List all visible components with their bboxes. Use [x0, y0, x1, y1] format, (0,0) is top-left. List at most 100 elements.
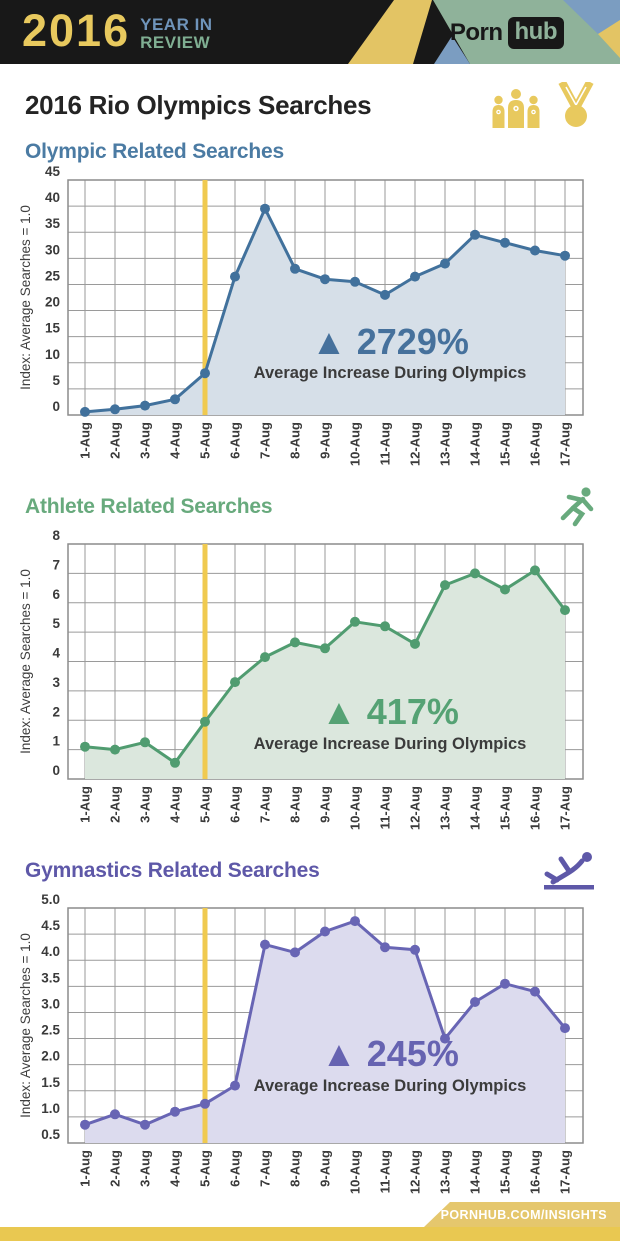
svg-text:Index: Average Searches = 1.0: Index: Average Searches = 1.0: [18, 933, 33, 1118]
page-title-row: 2016 Rio Olympics Searches: [25, 82, 598, 128]
svg-text:12-Aug: 12-Aug: [408, 786, 423, 830]
svg-text:45: 45: [45, 166, 61, 179]
svg-text:40: 40: [45, 190, 60, 205]
olympic-title-icons: [490, 82, 598, 128]
svg-text:10-Aug: 10-Aug: [348, 422, 363, 466]
svg-text:1-Aug: 1-Aug: [78, 786, 93, 823]
svg-text:15: 15: [45, 321, 61, 336]
page-title: 2016 Rio Olympics Searches: [25, 89, 372, 120]
svg-text:11-Aug: 11-Aug: [378, 422, 393, 465]
svg-text:12-Aug: 12-Aug: [408, 1150, 423, 1194]
brand-year: 2016: [22, 5, 131, 56]
svg-text:17-Aug: 17-Aug: [558, 1150, 573, 1194]
svg-text:13-Aug: 13-Aug: [438, 786, 453, 830]
section-head-gymnastics: Gymnastics Related Searches: [25, 850, 596, 892]
svg-text:10-Aug: 10-Aug: [348, 786, 363, 830]
svg-text:9-Aug: 9-Aug: [318, 786, 333, 823]
section-head-athlete: Athlete Related Searches: [25, 486, 596, 528]
svg-text:▲ 2729%: ▲ 2729%: [311, 321, 469, 362]
svg-text:8: 8: [52, 530, 60, 543]
svg-text:15-Aug: 15-Aug: [498, 786, 513, 830]
svg-text:5-Aug: 5-Aug: [198, 1150, 213, 1187]
svg-text:7-Aug: 7-Aug: [258, 422, 273, 459]
section-title-olympic: Olympic Related Searches: [25, 140, 284, 163]
svg-text:8-Aug: 8-Aug: [288, 786, 303, 823]
runner-icon: [560, 487, 594, 527]
logo-text-hub: hub: [507, 17, 564, 49]
svg-text:11-Aug: 11-Aug: [378, 1150, 393, 1193]
svg-text:4-Aug: 4-Aug: [168, 786, 183, 823]
svg-text:30: 30: [45, 242, 60, 257]
svg-text:4.5: 4.5: [41, 918, 60, 933]
svg-text:0.5: 0.5: [41, 1127, 60, 1142]
svg-text:2-Aug: 2-Aug: [108, 786, 123, 823]
chart-section-gymnastics: Gymnastics Related Searches ▲ 245% Averag…: [0, 850, 620, 1202]
svg-text:16-Aug: 16-Aug: [528, 1150, 543, 1194]
svg-text:2.0: 2.0: [41, 1049, 60, 1064]
svg-text:10: 10: [45, 347, 60, 362]
svg-text:Average Increase During Olympi: Average Increase During Olympics: [254, 735, 527, 753]
svg-text:3: 3: [52, 675, 60, 690]
svg-text:14-Aug: 14-Aug: [468, 422, 483, 466]
svg-text:6-Aug: 6-Aug: [228, 422, 243, 459]
pornhub-logo: Porn hub: [450, 17, 564, 49]
svg-text:35: 35: [45, 216, 61, 231]
svg-text:7: 7: [52, 557, 60, 572]
svg-text:6: 6: [52, 587, 60, 602]
svg-text:Average Increase During Olympi: Average Increase During Olympics: [254, 1077, 527, 1095]
svg-text:2-Aug: 2-Aug: [108, 1150, 123, 1187]
svg-text:4-Aug: 4-Aug: [168, 422, 183, 459]
svg-text:▲ 245%: ▲ 245%: [321, 1033, 459, 1074]
svg-text:1: 1: [52, 734, 60, 749]
svg-text:2-Aug: 2-Aug: [108, 422, 123, 459]
svg-text:16-Aug: 16-Aug: [528, 422, 543, 466]
svg-text:1-Aug: 1-Aug: [78, 1150, 93, 1187]
svg-text:15-Aug: 15-Aug: [498, 1150, 513, 1194]
athlete-searches-chart: ▲ 417% Average Increase During Olympics 0 1…: [18, 530, 584, 830]
svg-text:1.0: 1.0: [41, 1101, 60, 1116]
section-title-athlete: Athlete Related Searches: [25, 495, 273, 518]
svg-text:25: 25: [45, 268, 61, 283]
svg-text:6-Aug: 6-Aug: [228, 1150, 243, 1187]
svg-text:17-Aug: 17-Aug: [558, 786, 573, 830]
svg-text:4-Aug: 4-Aug: [168, 1150, 183, 1187]
section-head-olympic: Olympic Related Searches: [25, 140, 596, 164]
svg-text:14-Aug: 14-Aug: [468, 786, 483, 830]
svg-text:20: 20: [45, 295, 60, 310]
svg-text:8-Aug: 8-Aug: [288, 422, 303, 459]
chart-section-olympic: Olympic Related Searches ▲ 2729% Average …: [0, 140, 620, 474]
medalists-podium-icon: [492, 89, 540, 128]
svg-text:Index: Average Searches = 1.0: Index: Average Searches = 1.0: [18, 569, 33, 754]
svg-text:12-Aug: 12-Aug: [408, 422, 423, 466]
svg-text:5-Aug: 5-Aug: [198, 422, 213, 459]
svg-text:Average Increase During Olympi: Average Increase During Olympics: [254, 364, 527, 382]
svg-text:11-Aug: 11-Aug: [378, 786, 393, 829]
tagline-line1: YEAR IN: [140, 15, 213, 34]
gold-medal-icon: [558, 82, 594, 127]
svg-text:3.0: 3.0: [41, 996, 60, 1011]
insights-link[interactable]: PORNHUB.COM/INSIGHTS: [440, 1207, 607, 1222]
section-title-gymnastics: Gymnastics Related Searches: [25, 859, 320, 882]
svg-text:7-Aug: 7-Aug: [258, 786, 273, 823]
svg-text:13-Aug: 13-Aug: [438, 1150, 453, 1194]
svg-text:3-Aug: 3-Aug: [138, 1150, 153, 1187]
brand-tagline: YEAR IN REVIEW: [140, 16, 212, 52]
footer-ribbon: PORNHUB.COM/INSIGHTS: [424, 1202, 620, 1227]
logo-text-porn: Porn: [449, 19, 503, 46]
svg-text:17-Aug: 17-Aug: [558, 422, 573, 466]
svg-text:4: 4: [52, 646, 60, 661]
svg-text:9-Aug: 9-Aug: [318, 1150, 333, 1187]
svg-text:2.5: 2.5: [41, 1023, 60, 1038]
olympic-searches-chart: ▲ 2729% Average Increase During Olympics 0…: [18, 166, 584, 466]
svg-text:3-Aug: 3-Aug: [138, 786, 153, 823]
svg-text:3.5: 3.5: [41, 970, 60, 985]
brand-lockup: 2016 YEAR IN REVIEW: [22, 5, 213, 57]
svg-text:5: 5: [52, 616, 60, 631]
svg-text:1.5: 1.5: [41, 1075, 60, 1090]
svg-text:16-Aug: 16-Aug: [528, 786, 543, 830]
svg-text:7-Aug: 7-Aug: [258, 1150, 273, 1187]
svg-text:8-Aug: 8-Aug: [288, 1150, 303, 1187]
svg-text:2: 2: [52, 704, 60, 719]
chart-section-athlete: Athlete Related Searches ▲ 417% Average I…: [0, 486, 620, 838]
